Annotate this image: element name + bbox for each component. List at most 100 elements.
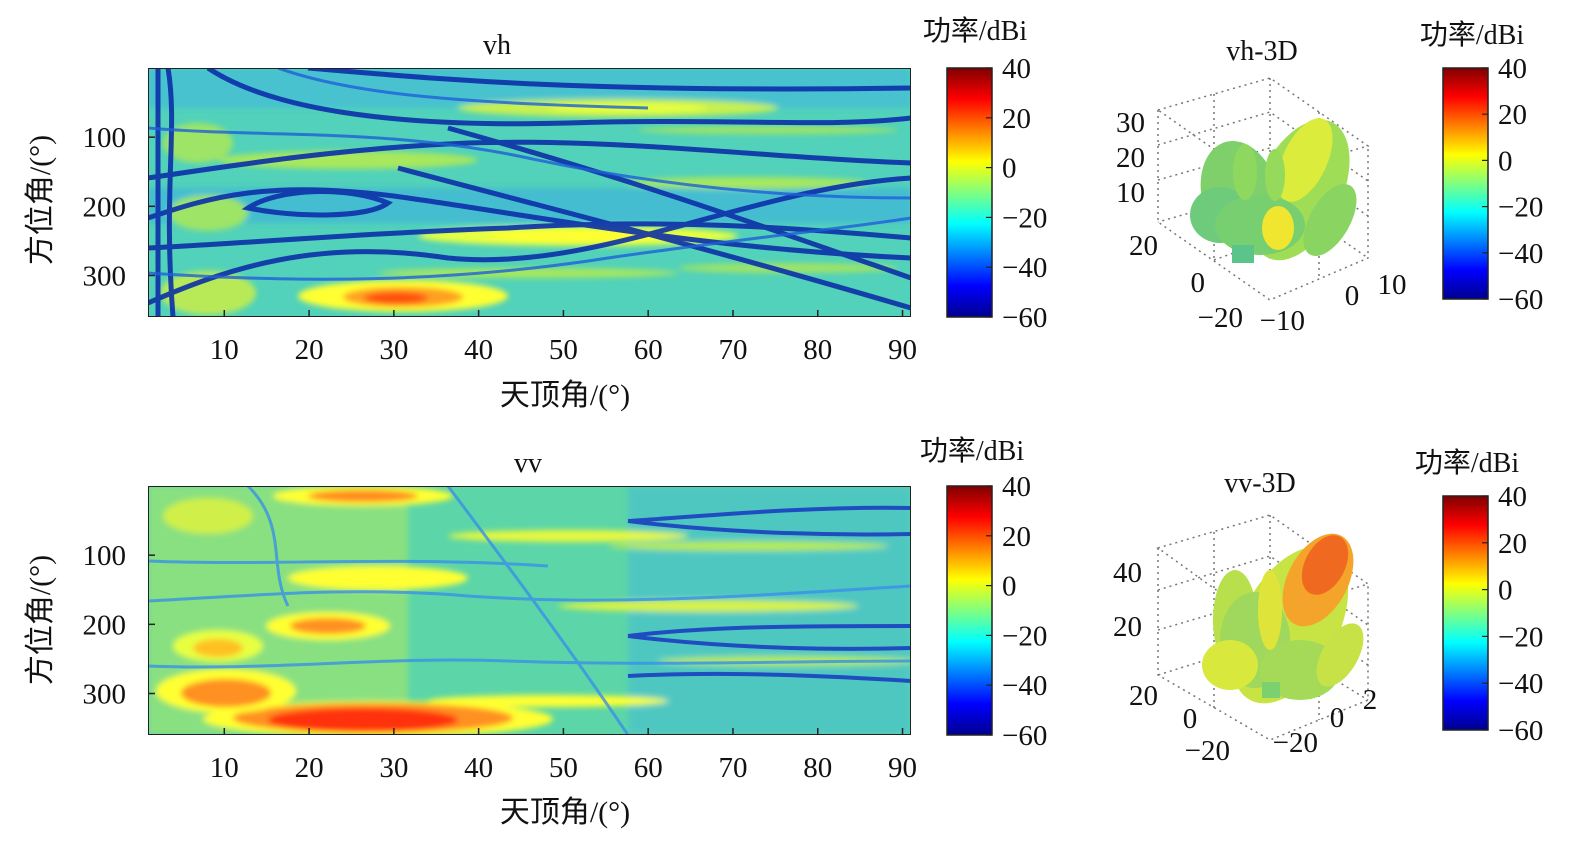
vv-3d-cbar-label: 20 [1498, 528, 1527, 560]
vh-3d-cbar-label: 0 [1498, 145, 1513, 177]
vv-3d-xtick-label: 20 [1129, 680, 1158, 712]
vv-ytick-label: 300 [83, 679, 127, 711]
vh-axes: 10 20 30 40 50 60 70 80 90 100 200 300 [83, 122, 918, 366]
vv-3d-cbar-label: −40 [1498, 668, 1543, 700]
vh-xtick-label: 40 [464, 334, 493, 366]
vv-heatmap-panel: vv [24, 448, 918, 829]
vv-ytick-label: 100 [83, 540, 127, 572]
vv-3d-ztick-label: 40 [1113, 557, 1142, 589]
vv-3d-colorbar-label: 功率/dBi [1415, 447, 1519, 479]
vv-xtick-label: 40 [464, 752, 493, 784]
vv-xtick-label: 90 [888, 752, 917, 784]
vv-xtick-label: 80 [803, 752, 832, 784]
vh-ytick-label: 100 [83, 122, 127, 154]
vh-xtick-label: 70 [718, 334, 747, 366]
vh-ylabel: 方位角/(°) [24, 135, 57, 265]
vv-cbar-label: 20 [1002, 521, 1031, 553]
vh-xtick-label: 20 [295, 334, 324, 366]
vh-3d-colorbar: 功率/dBi 40 20 0 −20 −40 −60 [1420, 19, 1543, 316]
vh-title: vh [483, 30, 511, 61]
vh-3d-surface [1190, 118, 1357, 263]
vh-3d-ztick-label: 20 [1116, 142, 1145, 174]
vh-ytick-label: 300 [83, 261, 127, 293]
vh-3d-cbar-label: −40 [1498, 238, 1543, 270]
vv-hotspot [308, 490, 418, 502]
vh-heatmap-panel: vh [24, 30, 917, 412]
vv-xtick-label: 20 [295, 752, 324, 784]
vh-cbar-label: 20 [1002, 103, 1031, 135]
vv-3d-xtick-label: 0 [1183, 703, 1198, 735]
vh-hotspot [364, 292, 428, 304]
vh-xlabel: 天顶角/(°) [500, 379, 630, 412]
vh-hotspot [218, 151, 478, 169]
vv-cbar-label: 0 [1002, 571, 1017, 603]
vv-cbar-label: −40 [1002, 670, 1047, 702]
vv-title: vv [514, 448, 542, 479]
vv-3d-colorbar: 功率/dBi 40 20 0 −20 −40 −60 [1415, 447, 1543, 747]
vh-3d-colorbar-label: 功率/dBi [1420, 19, 1524, 51]
vv-hotspot [193, 639, 243, 657]
vv-3d-cbar-label: 40 [1498, 481, 1527, 513]
vh-xtick-label: 10 [210, 334, 239, 366]
vh-3d-ytick-label: 0 [1345, 280, 1360, 312]
vh-cbar-label: −20 [1002, 202, 1047, 234]
vh-xtick-label: 90 [888, 334, 917, 366]
vv-3d-cbar-label: 0 [1498, 575, 1513, 607]
vv-hotspot [181, 679, 271, 707]
vh-colorbar: 功率/dBi 40 20 0 −20 −40 −60 [923, 15, 1047, 334]
vv-colorbar-label: 功率/dBi [920, 435, 1024, 467]
vv-3d-ytick-label: −20 [1273, 727, 1318, 759]
vv-xtick-label: 30 [379, 752, 408, 784]
vv-3d-cbar-label: −20 [1498, 621, 1543, 653]
vv-3d-ytick-label: 0 [1330, 702, 1345, 734]
vv-xtick-label: 70 [718, 752, 747, 784]
vv-xlabel: 天顶角/(°) [500, 796, 630, 829]
vh-hotspot [160, 271, 256, 315]
vv-3d-surface [1202, 533, 1364, 704]
vh-plot-area [148, 68, 911, 317]
vh-3d-ztick-label: 10 [1116, 177, 1145, 209]
vv-ylabel: 方位角/(°) [24, 555, 57, 685]
vh-xtick-label: 80 [803, 334, 832, 366]
vh-3d-ytick-label: 10 [1378, 269, 1407, 301]
vv-xtick-label: 50 [549, 752, 578, 784]
vh-3d-title: vh-3D [1226, 36, 1298, 67]
vv-cbar-label: 40 [1002, 471, 1031, 503]
vh-colorbar-label: 功率/dBi [923, 15, 1027, 47]
vh-3d-cbar-label: −20 [1498, 192, 1543, 224]
vh-3d-xtick-label: 0 [1191, 267, 1206, 299]
vv-cbar-label: −60 [1002, 720, 1047, 752]
vv-colorbar: 功率/dBi 40 20 0 −20 −40 −60 [920, 435, 1047, 752]
vh-3d-ztick-label: 30 [1116, 107, 1145, 139]
vv-plot-area [148, 486, 911, 735]
vh-cbar-label: −60 [1002, 302, 1047, 334]
vh-ytick-label: 200 [83, 191, 127, 223]
vh-cbar-label: 40 [1002, 53, 1031, 85]
vh-3d-xtick-label: 20 [1129, 230, 1158, 262]
vh-3d-xtick-label: −20 [1198, 302, 1243, 334]
vh-cbar-label: −40 [1002, 252, 1047, 284]
vh-3d-cbar-label: 20 [1498, 99, 1527, 131]
vv-xtick-label: 60 [634, 752, 663, 784]
vv-hotspot [268, 708, 458, 732]
vv-hotspot [288, 566, 468, 590]
vv-cbar-label: −20 [1002, 620, 1047, 652]
vv-axes: 10 20 30 40 50 60 70 80 90 100 200 300 [83, 540, 918, 784]
vv-hotspot [290, 618, 366, 634]
vv-3d-xtick-label: −20 [1185, 735, 1230, 767]
vv-3d-title: vv-3D [1224, 468, 1296, 499]
vh-3d-cbar-label: −60 [1498, 284, 1543, 316]
vh-3d-ytick-label: −10 [1260, 305, 1305, 337]
vv-3d-cbar-label: −60 [1498, 715, 1543, 747]
vh-xtick-label: 30 [379, 334, 408, 366]
vh-xtick-label: 50 [549, 334, 578, 366]
vv-ytick-label: 200 [83, 609, 127, 641]
vv-xtick-label: 10 [210, 752, 239, 784]
vh-3d-cbar-label: 40 [1498, 53, 1527, 85]
vv-3d-ztick-label: 20 [1113, 611, 1142, 643]
